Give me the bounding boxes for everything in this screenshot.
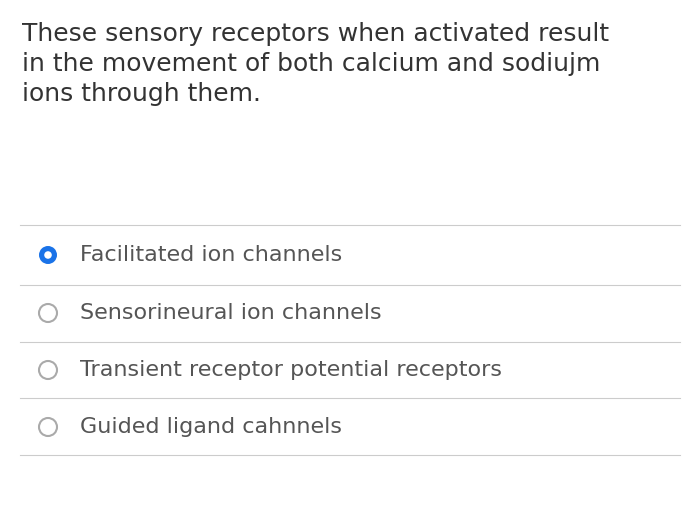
- Text: in the movement of both calcium and sodiujm: in the movement of both calcium and sodi…: [22, 52, 601, 76]
- Text: These sensory receptors when activated result: These sensory receptors when activated r…: [22, 22, 609, 46]
- Circle shape: [39, 418, 57, 436]
- Circle shape: [39, 304, 57, 322]
- Text: Facilitated ion channels: Facilitated ion channels: [80, 245, 342, 265]
- Text: ions through them.: ions through them.: [22, 82, 261, 106]
- Text: Transient receptor potential receptors: Transient receptor potential receptors: [80, 360, 502, 380]
- Text: Guided ligand cahnnels: Guided ligand cahnnels: [80, 417, 342, 437]
- Text: Sensorineural ion channels: Sensorineural ion channels: [80, 303, 382, 323]
- Circle shape: [39, 246, 57, 264]
- Circle shape: [44, 251, 52, 259]
- Circle shape: [39, 361, 57, 379]
